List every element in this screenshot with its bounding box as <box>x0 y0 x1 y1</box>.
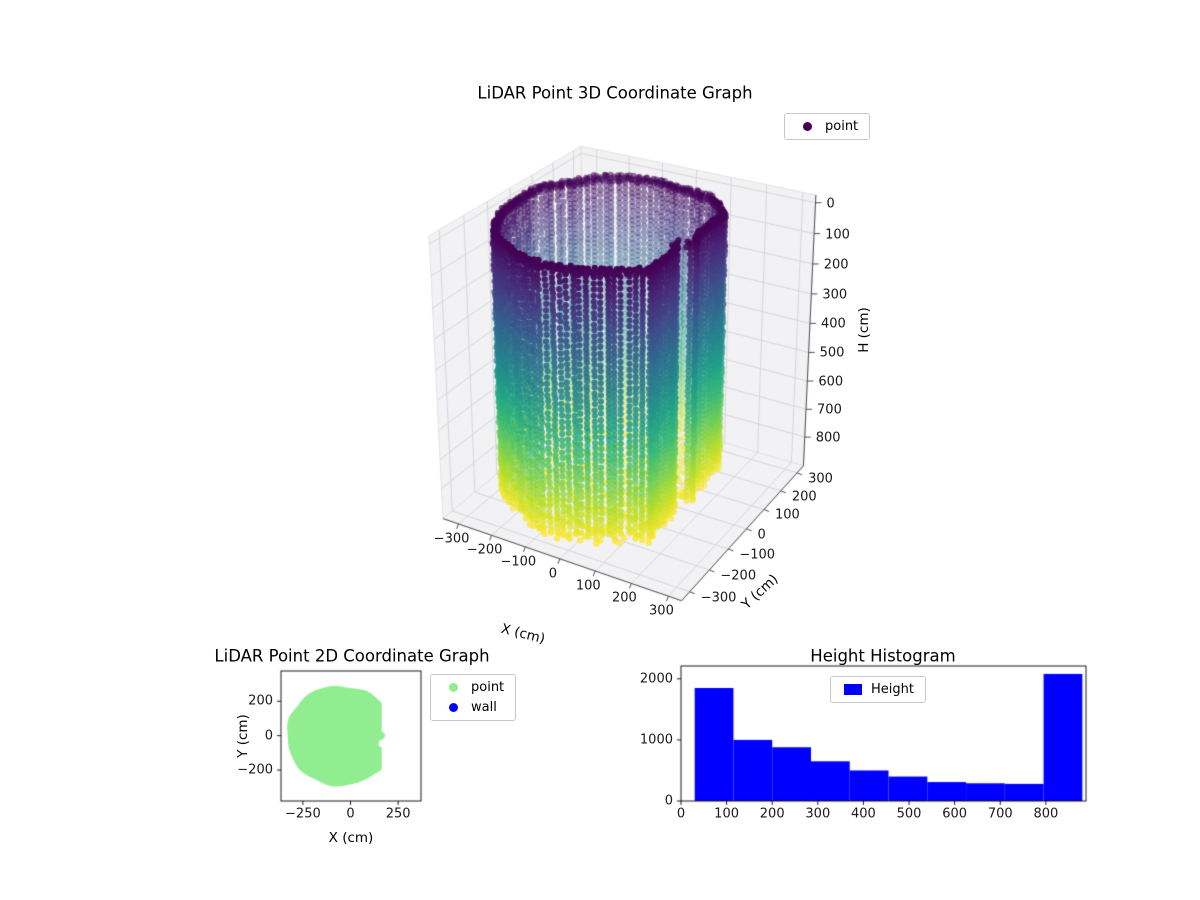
h-axis-label-3d: H (cm) <box>856 307 872 353</box>
legend-histogram: Height <box>830 676 926 703</box>
legend-item-wall-2d: wall <box>442 700 504 715</box>
height-marker-icon <box>844 684 862 695</box>
legend-label: point <box>825 119 859 134</box>
legend-handle <box>442 703 464 712</box>
title-histogram: Height Histogram <box>810 646 956 666</box>
title-3d-plot: LiDAR Point 3D Coordinate Graph <box>477 83 753 103</box>
wall-marker-icon <box>448 703 458 712</box>
legend-item-height: Height <box>842 682 914 697</box>
point-marker-icon <box>448 683 458 692</box>
legend-2d: point wall <box>430 674 517 721</box>
y-axis-label-2d: Y (cm) <box>235 714 251 758</box>
legend-label: wall <box>471 700 497 715</box>
legend-handle <box>842 684 864 695</box>
legend-handle <box>796 122 818 131</box>
title-2d-plot: LiDAR Point 2D Coordinate Graph <box>214 646 490 666</box>
legend-3d: point <box>784 113 871 140</box>
legend-label: point <box>471 680 505 695</box>
x-axis-label-2d: X (cm) <box>328 830 374 846</box>
legend-item-point-2d: point <box>442 680 504 695</box>
point-marker-icon <box>802 122 812 131</box>
legend-item-point-3d: point <box>796 119 858 134</box>
legend-handle <box>442 683 464 692</box>
legend-label: Height <box>871 682 914 697</box>
